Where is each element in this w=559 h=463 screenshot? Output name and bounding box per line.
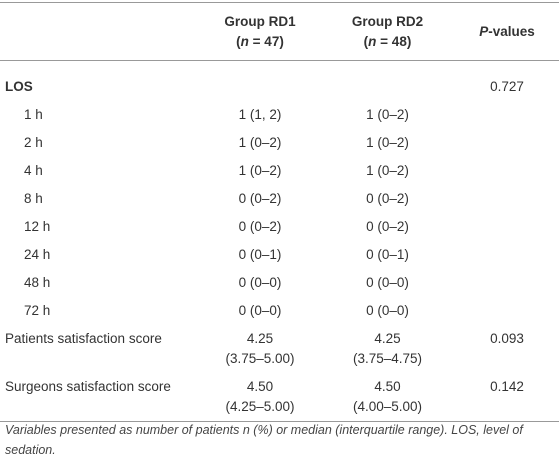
cell: 4.25 (3.75–5.00) [200,325,320,373]
cell [455,297,559,325]
cell-line: 4.50 [246,379,274,394]
cell-line: 1 (0–2) [366,107,409,122]
cell [200,61,320,102]
row-label: Patients satisfaction score [5,331,162,346]
table-row: 4 h 1 (0–2) 1 (0–2) [0,157,559,185]
cell-line: (3.75–4.75) [352,351,423,366]
table-row: 12 h 0 (0–2) 0 (0–2) [0,213,559,241]
header-line: Group RD2 [351,13,424,29]
cell: 1 (0–2) [200,129,320,157]
cell-line: 4.25 [246,331,274,346]
header-part: n [240,33,249,49]
row-label: 72 h [24,303,51,318]
p-value: 0.093 [490,331,524,346]
cell [455,269,559,297]
cell: 0 (0–2) [200,213,320,241]
cell-line: 0 (0–2) [238,191,282,206]
cell [455,129,559,157]
table-row: 72 h 0 (0–0) 0 (0–0) [0,297,559,325]
cell-line: (4.25–5.00) [225,399,295,414]
p-value: 0.727 [490,79,524,94]
table-body: LOS 0.727 1 h 1 (1, 2) 1 (0–2) 2 h 1 (0–2) 1 (0… [0,61,559,422]
cell [455,157,559,185]
cell-line: 4.25 [374,331,401,346]
cell: 4.50 (4.00–5.00) [320,373,455,422]
cell [455,213,559,241]
cell-line: 4.50 [374,379,401,394]
cell: 4.50 (4.25–5.00) [200,373,320,422]
p-value: 0.142 [490,379,524,394]
cell: 0 (0–0) [200,297,320,325]
table-row: Surgeons satisfaction score 4.50 (4.25–5.0… [0,373,559,422]
cell: 0 (0–0) [200,269,320,297]
cell-line: 0 (0–0) [366,275,409,290]
header-part: -values [488,23,535,39]
header-cell: Group RD2 (n = 48) [320,3,455,61]
cell-line: 0 (0–0) [238,275,282,290]
row-label: 24 h [24,247,51,262]
cell-line: 1 (0–2) [366,163,409,178]
table-row: Patients satisfaction score 4.25 (3.75–5.0… [0,325,559,373]
table-row: 48 h 0 (0–0) 0 (0–0) [0,269,559,297]
cell: 0 (0–0) [320,297,455,325]
cell: 1 (0–2) [320,129,455,157]
cell: 0 (0–1) [200,241,320,269]
header-part: ( [363,33,369,49]
cell-line: (4.00–5.00) [352,399,423,414]
table-row: 24 h 0 (0–1) 0 (0–1) [0,241,559,269]
cell: 0 (0–1) [320,241,455,269]
header-line: (n = 48) [321,32,454,52]
header-part: = 47) [248,33,284,49]
cell-line: 1 (0–2) [238,135,282,150]
table-row: LOS 0.727 [0,61,559,102]
cell-line: 0 (0–2) [238,219,282,234]
footnote: Variables presented as number of patient… [5,423,523,457]
cell-line: 0 (0–1) [238,247,282,262]
row-label: Surgeons satisfaction score [5,379,171,394]
row-label: 8 h [24,191,43,206]
cell: 1 (1, 2) [200,101,320,129]
cell: 0 (0–0) [320,269,455,297]
header-part: = 48) [376,33,412,49]
cell [455,241,559,269]
header-part: ( [236,33,241,49]
header-row: Group RD1 (n = 47) Group RD2 (n = 48) P-valu… [0,2,559,61]
cell-line: 1 (0–2) [366,135,409,150]
table-row: 8 h 0 (0–2) 0 (0–2) [0,185,559,213]
cell-line: 0 (0–0) [366,303,409,318]
cell-line: 0 (0–2) [366,219,409,234]
cell: 0 (0–2) [320,213,455,241]
row-label: LOS [5,79,33,94]
cell: 1 (0–2) [320,157,455,185]
cell-line: 1 (1, 2) [238,107,282,122]
data-table: Group RD1 (n = 47) Group RD2 (n = 48) P-valu… [0,2,559,422]
row-label: 12 h [24,219,51,234]
cell-line: (3.75–5.00) [225,351,295,366]
header-line: (n = 47) [201,32,319,52]
cell [320,61,455,102]
header-cell: P-values [455,3,559,61]
row-label: 1 h [24,107,43,122]
cell-line: 0 (0–2) [366,191,409,206]
row-label: 48 h [24,275,51,290]
row-label: 2 h [24,135,43,150]
cell: 1 (0–2) [320,101,455,129]
header-cell: Group RD1 (n = 47) [200,3,320,61]
cell [455,101,559,129]
header-part: n [368,33,377,49]
cell: 1 (0–2) [200,157,320,185]
header-line: Group RD1 [224,13,296,29]
cell: 4.25 (3.75–4.75) [320,325,455,373]
cell: 0 (0–2) [320,185,455,213]
header-part: P [479,23,489,39]
table-row: 2 h 1 (0–2) 1 (0–2) [0,129,559,157]
row-label: 4 h [24,163,43,178]
cell-line: 0 (0–1) [366,247,409,262]
table-row: 1 h 1 (1, 2) 1 (0–2) [0,101,559,129]
cell-line: 1 (0–2) [238,163,282,178]
cell: 0 (0–2) [200,185,320,213]
cell [455,185,559,213]
cell-line: 0 (0–0) [238,303,282,318]
